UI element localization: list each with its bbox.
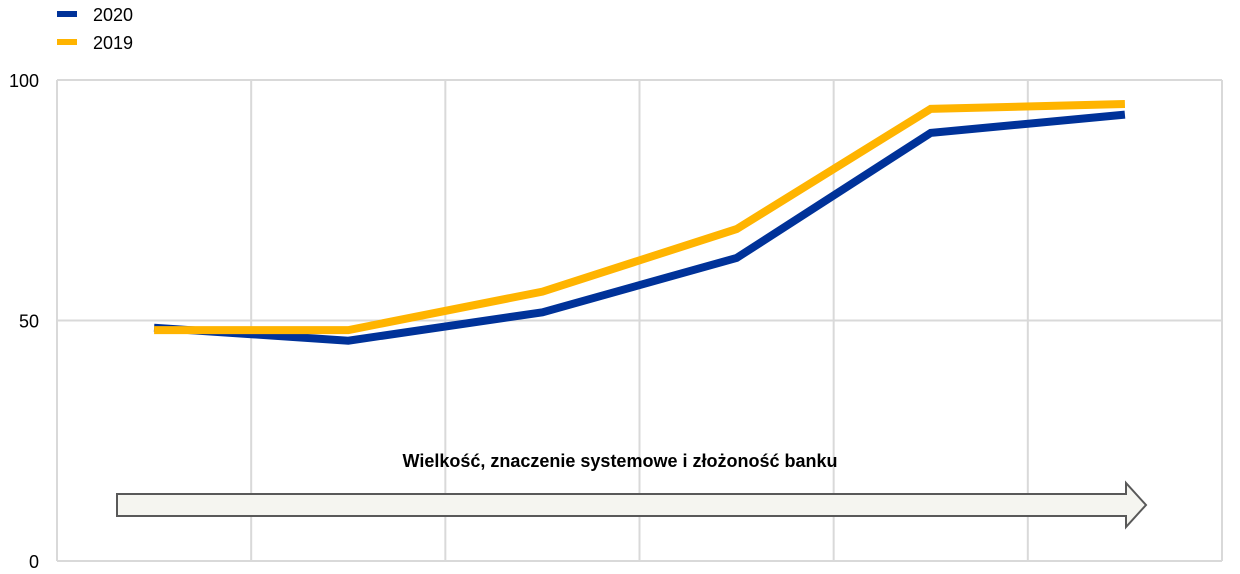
annotation: Wielkość, znaczenie systemowe i złożonoś… (116, 451, 1148, 530)
series-lines (153, 100, 1126, 345)
legend-label-2019: 2019 (93, 33, 133, 53)
series-line-2020 (153, 110, 1126, 345)
y-tick-label: 0 (29, 552, 39, 572)
legend: 2020 2019 (57, 5, 133, 53)
y-axis: 0 50 100 (9, 71, 39, 572)
annotation-text: Wielkość, znaczenie systemowe i złożonoś… (403, 451, 838, 471)
y-tick-label: 50 (19, 312, 39, 332)
direction-arrow (116, 480, 1148, 530)
y-tick-label: 100 (9, 71, 39, 91)
plot-frame (56, 80, 1223, 561)
legend-label-2020: 2020 (93, 5, 133, 25)
grid (57, 79, 1222, 562)
series-line-2019 (154, 100, 1126, 335)
